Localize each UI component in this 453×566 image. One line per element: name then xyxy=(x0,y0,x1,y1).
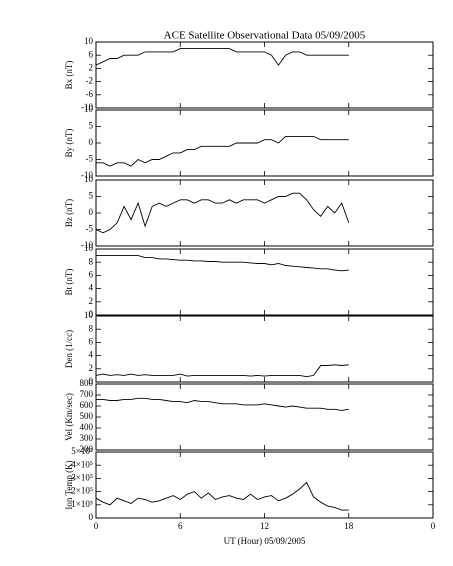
y-axis-label: Bz (nT) xyxy=(64,199,74,227)
y-axis-label: Ion Temp (K) xyxy=(64,460,74,509)
y-tick-label: -5 xyxy=(86,154,94,164)
panel-frame xyxy=(95,179,434,247)
x-tick-label: 6 xyxy=(178,521,183,531)
y-tick-label: -6 xyxy=(86,89,94,99)
y-tick-label: 4×10⁵ xyxy=(71,459,93,469)
y-tick-label: 10 xyxy=(84,310,94,320)
panel-frame xyxy=(95,315,434,383)
y-tick-label: 6 xyxy=(89,49,94,59)
y-tick-label: 0 xyxy=(89,512,94,522)
y-tick-label: 0 xyxy=(89,309,94,319)
y-tick-label: 4 xyxy=(89,350,94,360)
y-tick-label: 10 xyxy=(84,36,94,46)
y-tick-label: -10 xyxy=(81,170,93,180)
y-axis-label: By (nT) xyxy=(64,129,74,158)
y-tick-label: -10 xyxy=(81,240,93,250)
y-tick-label: 6 xyxy=(89,336,94,346)
y-tick-label: 4 xyxy=(89,283,94,293)
data-line xyxy=(95,364,349,378)
panel-frame xyxy=(95,109,434,177)
panel-frame xyxy=(95,248,434,316)
chart-title: ACE Satellite Observational Data 05/09/2… xyxy=(164,30,366,42)
y-tick-label: 3×10⁵ xyxy=(71,472,93,482)
y-tick-label: 0 xyxy=(89,137,94,147)
y-axis-label: Den (1/cc) xyxy=(64,330,74,368)
panel-frame xyxy=(95,451,434,519)
data-line xyxy=(95,192,350,234)
y-tick-label: 600 xyxy=(80,400,94,410)
panel-frame xyxy=(95,383,434,451)
y-tick-label: 1×10⁵ xyxy=(71,499,93,509)
x-axis-label: UT (Hour) 05/09/2005 xyxy=(224,536,306,546)
y-tick-label: 800 xyxy=(80,378,94,388)
y-tick-label: -5 xyxy=(86,224,94,234)
y-tick-label: 300 xyxy=(80,433,94,443)
y-tick-label: 500 xyxy=(80,411,94,421)
y-tick-label: 8 xyxy=(89,323,94,333)
data-line xyxy=(96,397,349,411)
y-tick-label: 0 xyxy=(89,376,94,386)
data-line xyxy=(95,48,349,66)
data-line xyxy=(96,255,349,272)
data-line xyxy=(96,135,349,167)
data-line xyxy=(95,481,349,511)
y-tick-label: 5 xyxy=(89,121,94,131)
y-tick-label: 10 xyxy=(84,104,94,114)
y-tick-label: 2 xyxy=(89,363,94,373)
y-tick-label: 6 xyxy=(89,269,94,279)
x-tick-label: 0 xyxy=(431,521,436,531)
y-tick-label: 0 xyxy=(89,207,94,217)
y-axis-label: Bx (nT) xyxy=(64,61,74,90)
x-tick-label: 0 xyxy=(94,521,99,531)
y-tick-label: -2 xyxy=(86,76,94,86)
y-tick-label: 5 xyxy=(89,191,94,201)
y-tick-label: 700 xyxy=(80,389,94,399)
y-tick-label: 5×10⁵ xyxy=(71,446,93,456)
y-tick-label: 400 xyxy=(80,422,94,432)
y-tick-label: 2 xyxy=(89,296,94,306)
y-tick-label: 2×10⁵ xyxy=(71,486,93,496)
y-axis-label: Vel (Km/sec) xyxy=(64,393,74,441)
x-tick-label: 12 xyxy=(260,521,269,531)
y-tick-label: 10 xyxy=(84,243,94,253)
y-axis-label: Bt (nT) xyxy=(64,269,74,296)
y-tick-label: 10 xyxy=(84,174,94,184)
y-tick-label: 200 xyxy=(80,444,94,454)
y-tick-label: 2 xyxy=(89,62,94,72)
y-tick-label: -10 xyxy=(81,102,93,112)
x-tick-label: 18 xyxy=(344,521,354,531)
y-tick-label: 8 xyxy=(89,256,94,266)
